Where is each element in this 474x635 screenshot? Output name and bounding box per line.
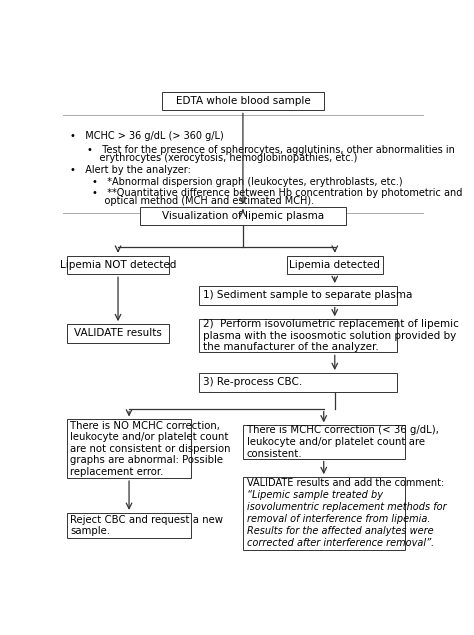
Text: optical method (MCH and estimated MCH).: optical method (MCH and estimated MCH). [92, 196, 314, 206]
Text: isovolumentric replacement methods for: isovolumentric replacement methods for [247, 502, 447, 512]
Text: •   MCHC > 36 g/dL (> 360 g/L): • MCHC > 36 g/dL (> 360 g/L) [70, 131, 224, 142]
Text: VALIDATE results and add the comment:: VALIDATE results and add the comment: [247, 478, 445, 488]
Text: “Lipemic sample treated by: “Lipemic sample treated by [247, 490, 383, 500]
Text: VALIDATE results: VALIDATE results [74, 328, 162, 338]
Text: There is MCHC correction (< 36 g/dL),
leukocyte and/or platelet count are
consis: There is MCHC correction (< 36 g/dL), le… [246, 425, 438, 458]
Text: corrected after interference removal”.: corrected after interference removal”. [247, 538, 435, 549]
Text: erythrocytes (xerocytosis, hemoglobinopathies, etc.): erythrocytes (xerocytosis, hemoglobinopa… [87, 153, 357, 163]
FancyBboxPatch shape [162, 92, 324, 110]
Text: •   Alert by the analyzer:: • Alert by the analyzer: [70, 165, 191, 175]
Text: EDTA whole blood sample: EDTA whole blood sample [175, 96, 310, 106]
FancyBboxPatch shape [243, 477, 405, 549]
Text: removal of interference from lipemia.: removal of interference from lipemia. [247, 514, 431, 525]
FancyBboxPatch shape [66, 324, 170, 343]
Text: Results for the affected analytes were: Results for the affected analytes were [247, 526, 434, 537]
Text: Lipemia NOT detected: Lipemia NOT detected [60, 260, 176, 270]
Text: Visualization of lipemic plasma: Visualization of lipemic plasma [162, 211, 324, 221]
FancyBboxPatch shape [199, 319, 397, 352]
FancyBboxPatch shape [199, 286, 397, 305]
Text: Reject CBC and request a new
sample.: Reject CBC and request a new sample. [70, 515, 223, 537]
Text: 3) Re-process CBC.: 3) Re-process CBC. [202, 377, 302, 387]
Text: Lipemia detected: Lipemia detected [289, 260, 380, 270]
FancyBboxPatch shape [66, 256, 170, 274]
Text: •   Test for the presence of spherocytes, agglutinins, other abnormalities in: • Test for the presence of spherocytes, … [87, 145, 455, 154]
FancyBboxPatch shape [140, 207, 346, 225]
Text: •   **Quantitative difference between Hb concentration by photometric and: • **Quantitative difference between Hb c… [92, 187, 463, 197]
FancyBboxPatch shape [287, 256, 383, 274]
Text: 1) Sediment sample to separate plasma: 1) Sediment sample to separate plasma [202, 290, 412, 300]
Text: 2)  Perform isovolumetric replacement of lipemic
plasma with the isoosmotic solu: 2) Perform isovolumetric replacement of … [202, 319, 458, 352]
FancyBboxPatch shape [66, 513, 191, 538]
Text: •   *Abnormal dispersion graph (leukocytes, erythroblasts, etc.): • *Abnormal dispersion graph (leukocytes… [92, 177, 403, 187]
FancyBboxPatch shape [66, 420, 191, 478]
FancyBboxPatch shape [199, 373, 397, 392]
Text: There is NO MCHC correction,
leukocyte and/or platelet count
are not consistent : There is NO MCHC correction, leukocyte a… [70, 420, 231, 477]
FancyBboxPatch shape [243, 425, 405, 458]
